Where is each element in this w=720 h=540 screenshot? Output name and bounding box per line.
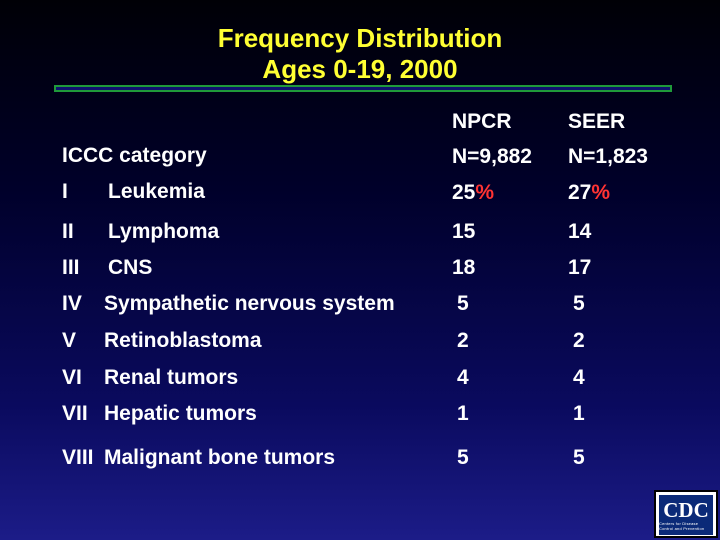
cdc-logo: CDC Centers for Disease Control and Prev…: [654, 490, 718, 538]
row-seer: 2: [573, 329, 585, 352]
row-npcr: 5: [457, 292, 469, 315]
row-seer: 1: [573, 402, 585, 425]
header-seer-n: N=1,823: [568, 145, 648, 168]
row-category: Leukemia: [108, 180, 205, 203]
cdc-logo-subtext: Centers for Disease Control and Preventi…: [659, 521, 705, 531]
row-npcr: 1: [457, 402, 469, 425]
row-npcr: 2: [457, 329, 469, 352]
header-seer: SEER: [568, 110, 626, 133]
row-category: Malignant bone tumors: [104, 446, 335, 469]
row-category: Hepatic tumors: [104, 402, 257, 425]
row-num: VI: [62, 366, 82, 389]
row-npcr: 4: [457, 366, 469, 389]
slide-title-line1: Frequency Distribution: [217, 23, 503, 53]
row-num: III: [62, 256, 80, 279]
row-seer: 5: [573, 446, 585, 469]
title-divider: [54, 85, 672, 92]
row-category: Sympathetic nervous system: [104, 292, 395, 315]
row-seer: 17: [568, 256, 592, 279]
row-num: I: [62, 180, 68, 203]
row-category: Retinoblastoma: [104, 329, 262, 352]
row-category: CNS: [108, 256, 153, 279]
cdc-logo-text: CDC: [663, 498, 709, 522]
header-category: ICCC category: [62, 144, 207, 167]
row-seer: 27%: [568, 181, 611, 204]
row-npcr: 5: [457, 446, 469, 469]
percent-sign: %: [475, 181, 495, 204]
row-seer: 14: [568, 220, 592, 243]
row-num: IV: [62, 292, 82, 315]
row-seer: 4: [573, 366, 585, 389]
row-num: II: [62, 220, 74, 243]
row-num: VII: [62, 402, 88, 425]
row-seer: 5: [573, 292, 585, 315]
percent-sign: %: [591, 181, 611, 204]
row-npcr: 15: [452, 220, 476, 243]
header-npcr: NPCR: [452, 110, 512, 133]
row-npcr: 18: [452, 256, 476, 279]
row-category: Renal tumors: [104, 366, 239, 389]
row-num: VIII: [62, 446, 94, 469]
row-category: Lymphoma: [108, 220, 220, 243]
row-npcr: 25%: [452, 181, 495, 204]
header-npcr-n: N=9,882: [452, 145, 532, 168]
cdc-logo-mark: CDC Centers for Disease Control and Prev…: [659, 495, 713, 535]
slide-title-line2: Ages 0-19, 2000: [262, 54, 458, 84]
row-num: V: [62, 329, 77, 352]
